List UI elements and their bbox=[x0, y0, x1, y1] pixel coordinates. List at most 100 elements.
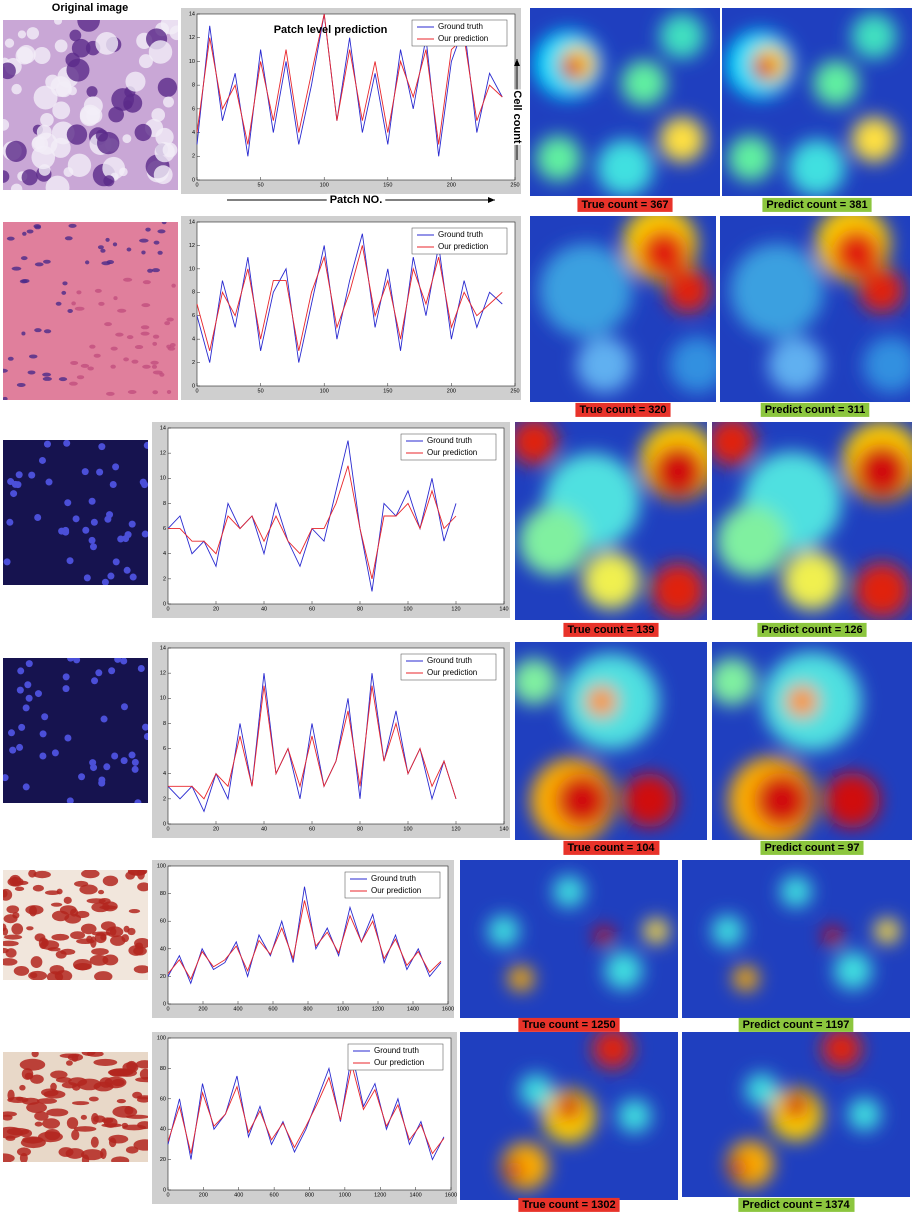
image-cell bbox=[144, 733, 151, 740]
image-cell bbox=[67, 797, 74, 804]
image-cell bbox=[4, 935, 22, 940]
image-cell bbox=[50, 1071, 67, 1079]
image-cell bbox=[97, 132, 119, 154]
image-cell bbox=[132, 1092, 142, 1099]
image-cell bbox=[98, 780, 105, 787]
image-cell bbox=[167, 390, 171, 394]
image-cell bbox=[33, 224, 40, 228]
heatmap bbox=[530, 207, 725, 402]
image-cell bbox=[20, 279, 28, 283]
image-cell bbox=[106, 392, 115, 396]
image-cell bbox=[113, 558, 120, 565]
image-cell bbox=[46, 1108, 68, 1116]
image-cell bbox=[2, 397, 7, 401]
image-cell bbox=[158, 78, 177, 97]
image-cell bbox=[91, 902, 109, 912]
image-cell bbox=[24, 681, 31, 688]
image-cell bbox=[40, 730, 47, 737]
count-label: True count = 104 bbox=[567, 842, 655, 854]
image-cell bbox=[7, 478, 14, 485]
heatmap-blob bbox=[651, 445, 705, 499]
image-cell bbox=[129, 909, 140, 913]
x-tick-label: 0 bbox=[166, 826, 169, 832]
x-tick-label: 0 bbox=[166, 1192, 169, 1198]
image-cell bbox=[67, 655, 74, 662]
y-tick-label: 8 bbox=[192, 83, 195, 89]
legend-label: Our prediction bbox=[374, 1058, 424, 1067]
image-cell bbox=[171, 284, 175, 288]
image-cell bbox=[32, 1050, 39, 1057]
image-cell bbox=[26, 695, 33, 702]
x-tick-label: 400 bbox=[233, 1006, 242, 1012]
heatmap-blob bbox=[651, 563, 705, 617]
y-tick-label: 14 bbox=[160, 645, 166, 651]
image-cell bbox=[73, 656, 80, 663]
y-tick-label: 8 bbox=[192, 290, 195, 296]
heatmap-blob bbox=[780, 876, 812, 908]
image-cell bbox=[125, 72, 145, 92]
image-cell bbox=[52, 749, 59, 756]
heatmap-blob bbox=[586, 686, 617, 717]
legend-label: Our prediction bbox=[427, 668, 477, 677]
image-cell bbox=[142, 365, 151, 369]
heatmap-blob bbox=[729, 1157, 749, 1177]
image-cell bbox=[86, 86, 97, 97]
image-cell bbox=[108, 1135, 128, 1144]
x-tick-label: 1600 bbox=[442, 1006, 454, 1012]
image-cell bbox=[84, 574, 91, 581]
x-tick-label: 50 bbox=[258, 182, 264, 188]
image-cell bbox=[70, 361, 78, 365]
y-tick-label: 6 bbox=[192, 106, 195, 112]
image-cell bbox=[108, 667, 115, 674]
heatmap-blob bbox=[813, 61, 858, 106]
y-tick-label: 10 bbox=[160, 476, 166, 482]
image-cell bbox=[144, 442, 151, 449]
image-cell bbox=[64, 499, 71, 506]
image-cell bbox=[34, 328, 41, 332]
image-cell bbox=[20, 1153, 28, 1163]
image-cell bbox=[123, 357, 129, 361]
y-tick-label: 6 bbox=[163, 526, 166, 532]
image-cell bbox=[95, 32, 118, 55]
count-label: True count = 139 bbox=[567, 624, 654, 636]
image-cell bbox=[110, 481, 117, 488]
x-tick-label: 20 bbox=[213, 826, 219, 832]
x-tick-label: 1400 bbox=[407, 1006, 419, 1012]
image-cell bbox=[21, 256, 28, 260]
image-cell bbox=[71, 1054, 78, 1061]
x-tick-label: 1200 bbox=[374, 1192, 386, 1198]
image-cell bbox=[9, 747, 16, 754]
image-cell bbox=[12, 267, 22, 271]
legend-label: Our prediction bbox=[438, 242, 488, 251]
image-cell bbox=[67, 309, 72, 313]
image-cell bbox=[102, 579, 109, 586]
heatmap bbox=[460, 860, 678, 1018]
count-label: Predict count = 311 bbox=[765, 404, 866, 416]
image-cell bbox=[150, 361, 158, 365]
image-cell bbox=[44, 329, 51, 333]
image-cell bbox=[124, 926, 130, 933]
image-cell bbox=[151, 108, 165, 122]
image-cell bbox=[141, 481, 148, 488]
image-cell bbox=[6, 905, 19, 913]
image-cell bbox=[14, 966, 29, 976]
image-cell bbox=[7, 1128, 29, 1135]
image-cell bbox=[126, 1115, 150, 1119]
image-cell bbox=[39, 752, 46, 759]
image-cell bbox=[40, 940, 59, 950]
y-tick-label: 20 bbox=[160, 1157, 166, 1163]
image-cell bbox=[30, 972, 37, 978]
image-cell bbox=[111, 347, 118, 351]
y-tick-label: 8 bbox=[163, 501, 166, 507]
image-cell bbox=[40, 113, 54, 127]
legend-label: Ground truth bbox=[438, 22, 483, 31]
image-cell bbox=[95, 932, 107, 943]
image-cell bbox=[28, 370, 36, 374]
image-cell bbox=[157, 251, 162, 255]
image-cell bbox=[122, 1123, 128, 1128]
image-cell bbox=[129, 521, 136, 528]
heatmap bbox=[460, 1029, 678, 1200]
x-tick-label: 100 bbox=[320, 388, 329, 394]
image-cell bbox=[44, 441, 51, 448]
image-cell bbox=[39, 457, 46, 464]
